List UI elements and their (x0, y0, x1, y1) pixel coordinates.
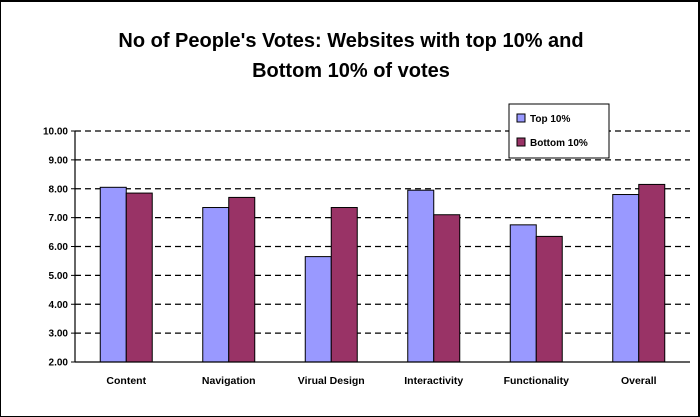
legend-label: Top 10% (530, 114, 570, 125)
legend-swatch (516, 137, 526, 147)
bar-bottom (638, 183, 666, 363)
bar-bottom (228, 196, 256, 363)
y-tick-label: 8.00 (49, 184, 69, 195)
chart-title: No of People's Votes: Websites with top … (31, 26, 671, 86)
bar-top (202, 207, 230, 363)
y-tick-label: 6.00 (49, 242, 69, 253)
y-tick-label: 4.00 (49, 300, 69, 311)
bar-top (612, 194, 640, 363)
y-tick-label: 7.00 (49, 213, 69, 224)
y-tick-label: 3.00 (49, 329, 69, 340)
bar-top (509, 224, 537, 363)
chart-title-line-2: Bottom 10% of votes (252, 60, 450, 82)
bar-top (99, 186, 127, 363)
bar-bottom (433, 214, 461, 363)
x-category-label: Virual Design (298, 375, 365, 387)
bar-top (304, 256, 332, 363)
y-tick-label: 9.00 (49, 155, 69, 166)
bar-bottom (535, 235, 563, 363)
bar-top (407, 189, 435, 363)
x-category-label: Functionality (504, 375, 569, 387)
y-tick-label: 5.00 (49, 271, 69, 282)
legend-box (508, 103, 610, 159)
x-category-label: Navigation (202, 375, 256, 387)
legend-swatch (516, 113, 526, 123)
bar-bottom (125, 192, 153, 363)
x-category-label: Overall (621, 375, 657, 387)
legend-label: Bottom 10% (530, 138, 588, 149)
x-category-label: Interactivity (404, 375, 463, 387)
bar-bottom (330, 207, 358, 363)
y-tick-label: 2.00 (49, 358, 69, 369)
chart-title-line-1: No of People's Votes: Websites with top … (118, 30, 584, 52)
y-tick-label: 10.00 (43, 127, 68, 138)
x-category-label: Content (106, 375, 146, 387)
